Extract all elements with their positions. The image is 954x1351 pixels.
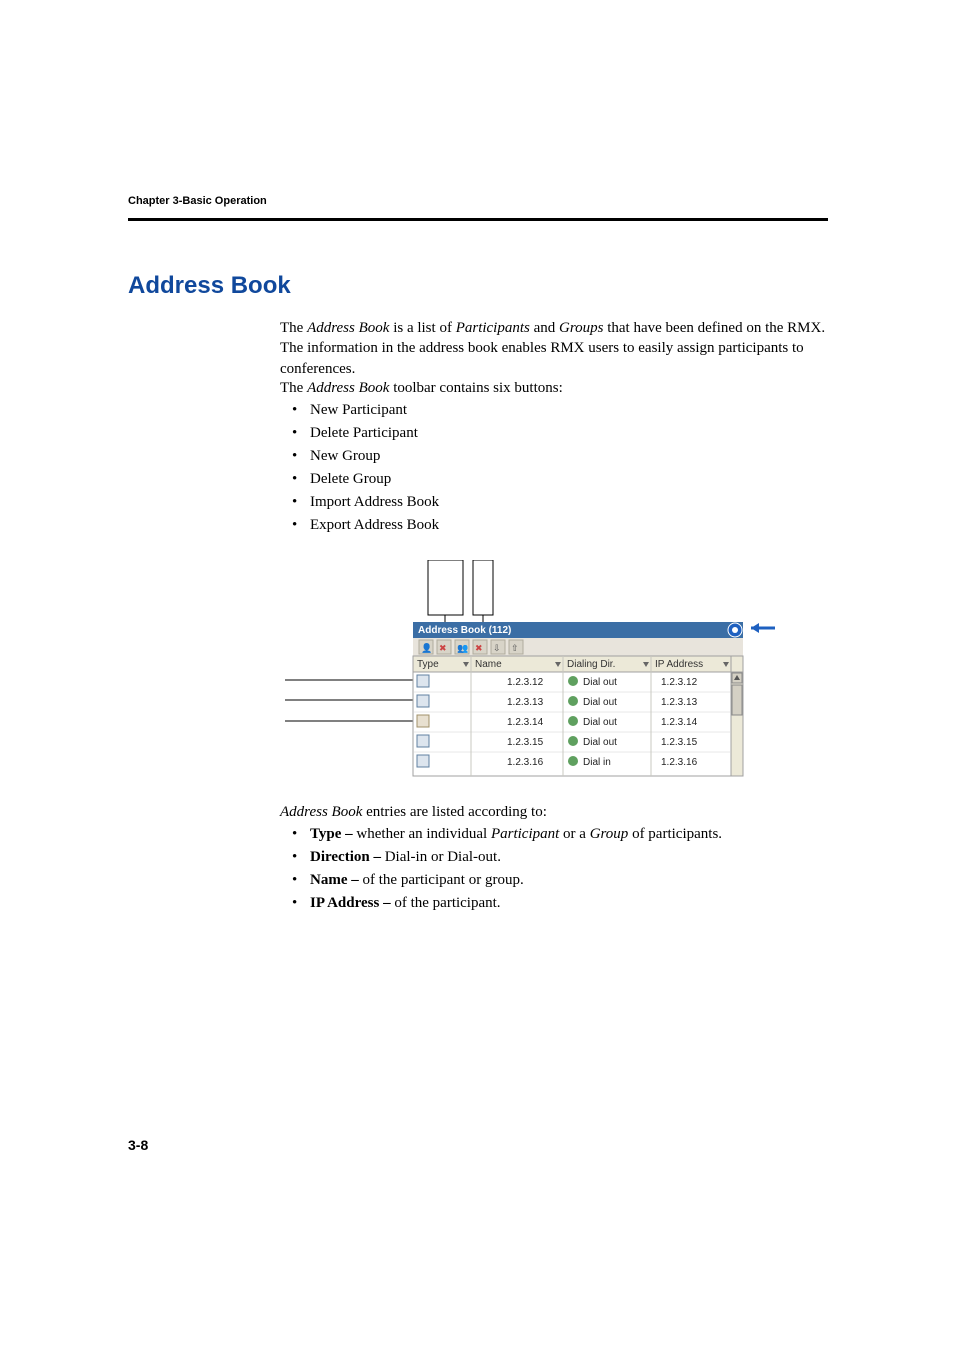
list-item: Delete Participant — [298, 425, 828, 442]
svg-text:⇧: ⇧ — [511, 643, 519, 653]
col-ip-label: IP Address — [655, 659, 703, 670]
direction-icon — [568, 696, 578, 706]
p3-em: Address Book — [280, 804, 362, 820]
col-dialing-label: Dialing Dir. — [567, 659, 615, 670]
svg-text:👤: 👤 — [421, 642, 432, 653]
p2-pre: The — [280, 380, 307, 396]
list-item: New Group — [298, 448, 828, 465]
intro-paragraph-2: The Address Book toolbar contains six bu… — [280, 378, 828, 398]
list-item: Name – of the participant or group. — [298, 872, 828, 889]
bullet-text: Import Address Book — [310, 494, 439, 510]
p1-pre: The — [280, 320, 307, 336]
bullet-em1: Participant — [491, 826, 559, 842]
bullet-bold: Name – — [310, 872, 363, 888]
col-name-label: Name — [475, 659, 502, 670]
cell-ip: 1.2.3.13 — [661, 697, 698, 708]
list-item: Direction – Dial-in or Dial-out. — [298, 849, 828, 866]
address-book-screenshot: Address Book (112) 👤 ✖ 👥 ✖ ⇩ ⇧ — [285, 560, 775, 791]
column-headers: Type Name Dialing Dir. IP Address — [413, 656, 743, 672]
bullet-mid: of the participant or group. — [363, 872, 524, 888]
cell-ip: 1.2.3.15 — [661, 737, 698, 748]
entry-bullet-list: Type – whether an individual Participant… — [280, 826, 828, 918]
page-container: Chapter 3-Basic Operation Address Book T… — [0, 0, 954, 1351]
titlebar-text: Address Book (112) — [418, 625, 511, 636]
direction-icon — [568, 756, 578, 766]
bullet-text: New Participant — [310, 402, 407, 418]
list-item: Delete Group — [298, 471, 828, 488]
cell-name: 1.2.3.15 — [507, 737, 544, 748]
page-number: 3-8 — [128, 1137, 148, 1153]
bullet-mid: of the participant. — [394, 895, 500, 911]
p2-post: toolbar contains six buttons: — [389, 380, 562, 396]
p2-em: Address Book — [307, 380, 389, 396]
chapter-header: Chapter 3-Basic Operation — [128, 195, 267, 207]
section-title: Address Book — [128, 272, 291, 300]
type-icon — [417, 695, 429, 707]
bullet-text: Delete Participant — [310, 425, 418, 441]
svg-text:✖: ✖ — [475, 643, 483, 653]
col-type-label: Type — [417, 659, 439, 670]
p1-em3: Groups — [559, 320, 603, 336]
bullet-text: Export Address Book — [310, 517, 439, 533]
p1-em1: Address Book — [307, 320, 389, 336]
cell-name: 1.2.3.16 — [507, 757, 544, 768]
pin-callout — [751, 623, 775, 633]
bullet-text: Delete Group — [310, 471, 391, 487]
entries-paragraph: Address Book entries are listed accordin… — [280, 802, 828, 822]
cell-name: 1.2.3.13 — [507, 697, 544, 708]
direction-icon — [568, 736, 578, 746]
direction-icon — [568, 716, 578, 726]
bullet-mid: whether an individual — [356, 826, 491, 842]
scroll-header — [731, 656, 743, 672]
bullet-em2: Group — [590, 826, 629, 842]
svg-text:⇩: ⇩ — [493, 643, 501, 653]
p1-mid1: is a list of — [389, 320, 455, 336]
bullet-bold: Type – — [310, 826, 356, 842]
direction-icon — [568, 676, 578, 686]
cell-name: 1.2.3.12 — [507, 677, 544, 688]
list-item: Export Address Book — [298, 517, 828, 534]
list-item: Type – whether an individual Participant… — [298, 826, 828, 843]
type-icon — [417, 735, 429, 747]
intro-paragraph-1: The Address Book is a list of Participan… — [280, 318, 828, 379]
cell-ip: 1.2.3.12 — [661, 677, 698, 688]
p1-em2: Participants — [456, 320, 530, 336]
header-rule — [128, 218, 828, 221]
cell-name: 1.2.3.14 — [507, 717, 544, 728]
type-icon — [417, 715, 429, 727]
type-icon — [417, 755, 429, 767]
svg-text:✖: ✖ — [439, 643, 447, 653]
svg-text:👥: 👥 — [457, 643, 468, 653]
bullet-bold: Direction – — [310, 849, 385, 865]
cell-dir: Dial in — [583, 757, 611, 768]
scrollbar-thumb[interactable] — [732, 685, 742, 715]
list-item: Import Address Book — [298, 494, 828, 511]
cell-dir: Dial out — [583, 737, 617, 748]
bullet-bold: IP Address – — [310, 895, 394, 911]
bullet-text: New Group — [310, 448, 380, 464]
cell-dir: Dial out — [583, 677, 617, 688]
bullet-mid2: or a — [559, 826, 589, 842]
address-book-panel: Address Book (112) 👤 ✖ 👥 ✖ ⇩ ⇧ — [413, 622, 743, 776]
p1-mid2: and — [530, 320, 559, 336]
left-callouts — [285, 680, 417, 721]
pin-icon-inner — [732, 627, 738, 633]
list-item: New Participant — [298, 402, 828, 419]
cell-ip: 1.2.3.16 — [661, 757, 698, 768]
cell-dir: Dial out — [583, 717, 617, 728]
list-item: IP Address – of the participant. — [298, 895, 828, 912]
bullet-mid: Dial-in or Dial-out. — [385, 849, 501, 865]
p3-post: entries are listed according to: — [362, 804, 547, 820]
type-icon — [417, 675, 429, 687]
bullet-tail: of participants. — [628, 826, 722, 842]
toolbar-bullet-list: New Participant Delete Participant New G… — [280, 402, 828, 540]
cell-ip: 1.2.3.14 — [661, 717, 698, 728]
cell-dir: Dial out — [583, 697, 617, 708]
